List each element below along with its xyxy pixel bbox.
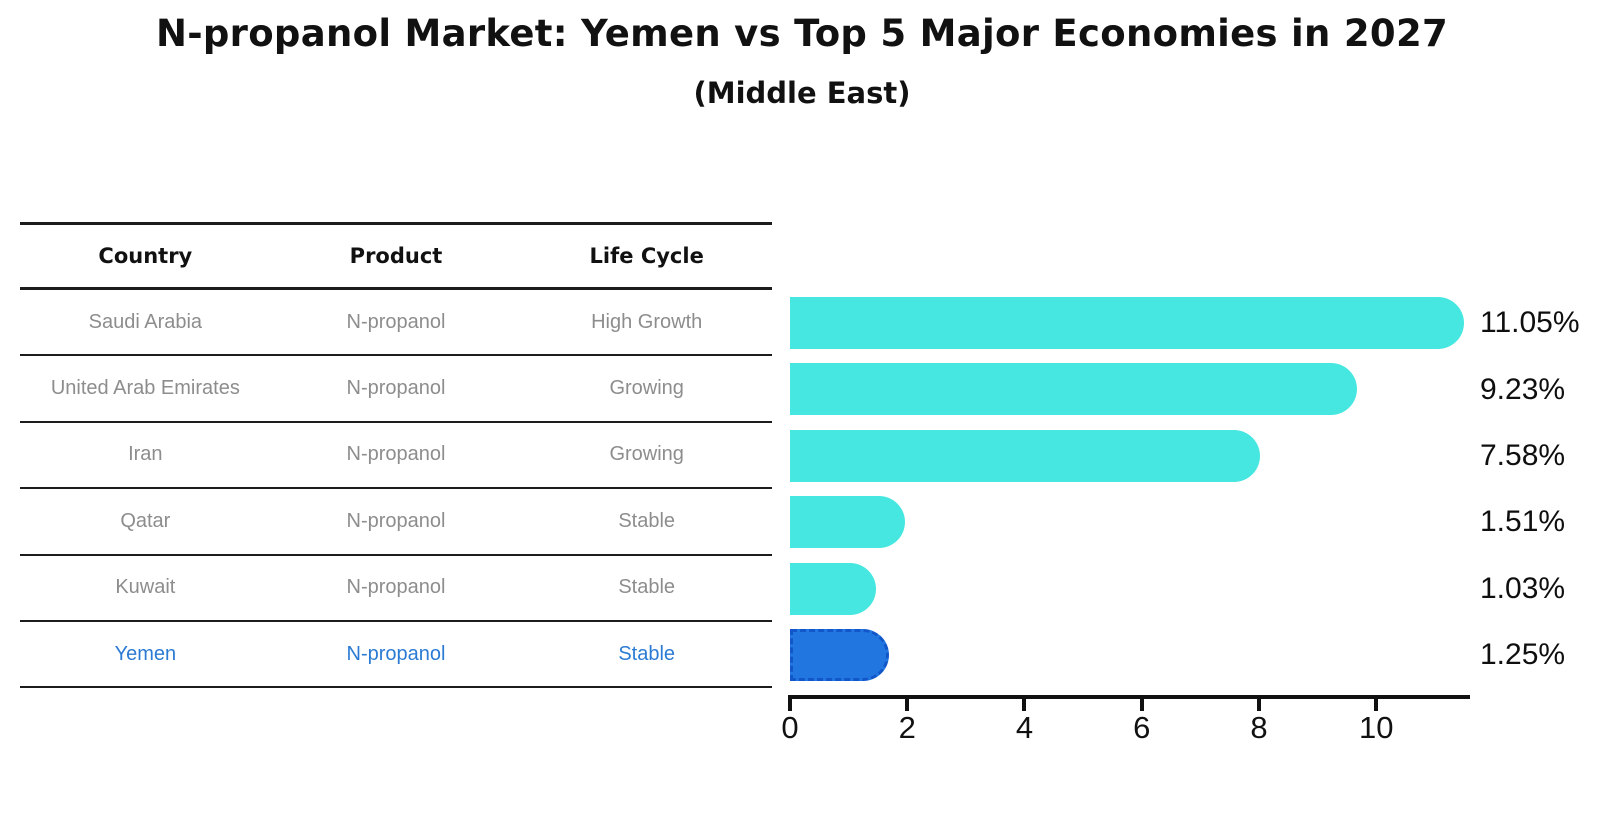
life-cycle-cell: Growing xyxy=(609,443,684,466)
column-header: Product xyxy=(349,244,443,268)
table-row: United Arab Emirates N-propanol Growing xyxy=(20,356,772,423)
life-cycle-cell: Stable xyxy=(618,576,676,599)
bar-row: 1.51% xyxy=(790,489,1565,555)
product-cell: N-propanol xyxy=(346,642,446,665)
bar xyxy=(790,429,1261,482)
bar xyxy=(790,628,890,681)
country-table: Country Product Life Cycle Saudi Arabia N-p… xyxy=(20,222,772,689)
bar-value-label: 1.51% xyxy=(1480,505,1566,539)
bar-row: 11.05% xyxy=(790,290,1580,356)
product-cell: N-propanol xyxy=(346,576,446,599)
axis-tick xyxy=(1022,699,1027,711)
table-row: Yemen N-propanol Stable xyxy=(20,622,772,689)
bar-value-label: 1.25% xyxy=(1480,638,1566,672)
table-row: Saudi Arabia N-propanol High Growth xyxy=(20,290,772,357)
tick-label: 2 xyxy=(898,710,916,745)
table-row: Iran N-propanol Growing xyxy=(20,423,772,490)
country-cell: United Arab Emirates xyxy=(50,377,240,400)
bar-row: 1.25% xyxy=(790,622,1565,688)
table-row: Qatar N-propanol Stable xyxy=(20,489,772,556)
column-header: Life Cycle xyxy=(589,244,704,268)
tick-label: 10 xyxy=(1358,710,1394,745)
product-cell: N-propanol xyxy=(346,310,446,333)
tick-label: 8 xyxy=(1250,710,1268,745)
chart-title: N-propanol Market: Yemen vs Top 5 Major … xyxy=(155,12,1449,55)
bar-plot-area: 11.05% 9.23% 7.58% 1.51% 1.03% 1.25% xyxy=(790,290,1580,689)
life-cycle-cell: Stable xyxy=(618,642,676,665)
x-axis xyxy=(788,695,1470,699)
table-body: Saudi Arabia N-propanol High Growth United … xyxy=(20,290,772,689)
bar-value-label: 11.05% xyxy=(1480,306,1580,340)
bar-row: 7.58% xyxy=(790,423,1565,489)
axis-tick xyxy=(1256,699,1261,711)
country-cell: Yemen xyxy=(114,642,177,665)
bar-value-label: 1.03% xyxy=(1480,571,1566,605)
bar xyxy=(790,496,905,549)
tick-label: 4 xyxy=(1015,710,1034,745)
country-cell: Iran xyxy=(128,443,163,466)
bar xyxy=(790,562,877,615)
bar-row: 1.03% xyxy=(790,556,1565,622)
country-cell: Saudi Arabia xyxy=(88,310,203,333)
bar-value-label: 9.23% xyxy=(1480,372,1566,406)
product-cell: N-propanol xyxy=(346,509,446,532)
country-cell: Qatar xyxy=(120,509,171,532)
product-cell: N-propanol xyxy=(346,377,446,400)
life-cycle-cell: High Growth xyxy=(591,310,703,333)
axis-tick xyxy=(905,699,910,711)
tick-label: 6 xyxy=(1133,710,1151,745)
bar xyxy=(790,297,1464,349)
axis-tick xyxy=(1139,699,1144,711)
axis-tick xyxy=(1374,699,1379,711)
country-cell: Kuwait xyxy=(115,576,176,599)
chart-subtitle: (Middle East) xyxy=(693,76,911,110)
bar xyxy=(790,363,1358,416)
table-row: Kuwait N-propanol Stable xyxy=(20,556,772,622)
bar-row: 9.23% xyxy=(790,356,1565,422)
bar-value-label: 7.58% xyxy=(1480,438,1566,472)
life-cycle-cell: Growing xyxy=(609,377,684,400)
axis-tick xyxy=(788,699,792,711)
column-header: Country xyxy=(98,244,193,268)
table-header-row: Country Product Life Cycle xyxy=(20,222,772,290)
product-cell: N-propanol xyxy=(346,443,446,466)
tick-label: 0 xyxy=(781,710,799,745)
life-cycle-cell: Stable xyxy=(618,509,676,532)
